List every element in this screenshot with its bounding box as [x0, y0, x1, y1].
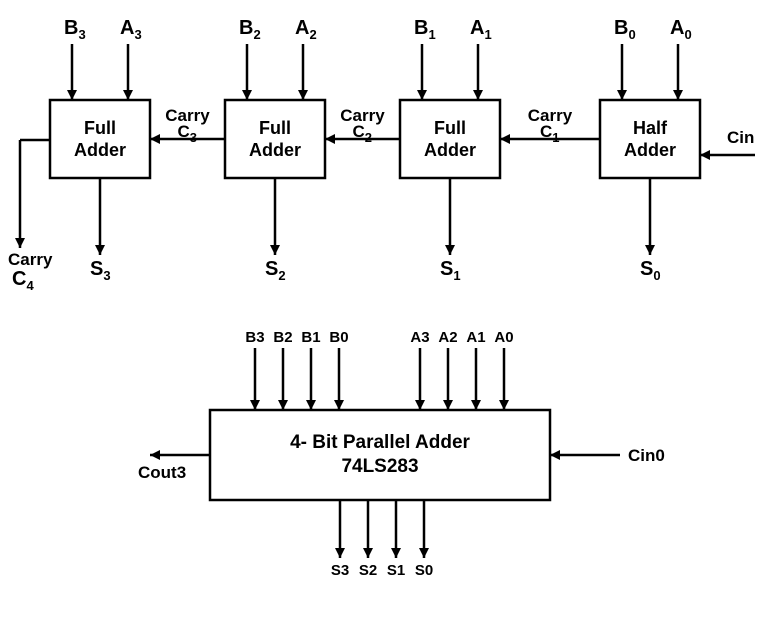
carry-3: CarryC1	[500, 106, 600, 145]
svg-text:Adder: Adder	[424, 140, 476, 160]
svg-text:A2: A2	[438, 329, 457, 346]
ic-cout: Cout3	[138, 450, 210, 482]
svg-text:Cin: Cin	[727, 128, 754, 147]
svg-text:A0: A0	[494, 329, 513, 346]
svg-text:74LS283: 74LS283	[341, 456, 418, 477]
bus-S2: S2	[359, 500, 377, 579]
svg-text:Full: Full	[434, 118, 466, 138]
svg-text:A3: A3	[410, 329, 429, 346]
carry-2: CarryC2	[325, 106, 400, 145]
svg-text:B1: B1	[414, 17, 436, 42]
svg-text:S2: S2	[265, 258, 286, 283]
svg-text:A1: A1	[470, 17, 492, 42]
bus-B3: B3	[245, 329, 264, 410]
svg-text:Adder: Adder	[624, 140, 676, 160]
svg-text:A3: A3	[120, 17, 142, 42]
svg-text:B3: B3	[64, 17, 86, 42]
svg-text:Cout3: Cout3	[138, 463, 186, 482]
svg-text:Full: Full	[84, 118, 116, 138]
svg-text:S0: S0	[640, 258, 661, 283]
svg-text:Adder: Adder	[74, 140, 126, 160]
svg-text:B2: B2	[273, 329, 292, 346]
svg-text:B0: B0	[329, 329, 348, 346]
svg-text:A0: A0	[670, 17, 692, 42]
bus-S1: S1	[387, 500, 405, 579]
svg-text:B3: B3	[245, 329, 264, 346]
diagram: FullAdderB3A3S3FullAdderB2A2S2FullAdderB…	[8, 17, 755, 579]
svg-text:C2: C2	[353, 122, 373, 145]
svg-text:B2: B2	[239, 17, 261, 42]
svg-text:S3: S3	[90, 258, 111, 283]
adder-cell-2: FullAdder B1 A1 S1	[400, 17, 500, 283]
svg-text:S1: S1	[440, 258, 461, 283]
svg-text:Full: Full	[259, 118, 291, 138]
svg-text:S2: S2	[359, 562, 377, 579]
svg-text:S1: S1	[387, 562, 405, 579]
cin: Cin	[700, 128, 755, 160]
adder-cell-1: FullAdder B2 A2 S2	[225, 17, 325, 283]
carry-1: CarryC3	[150, 106, 225, 145]
bus-B2: B2	[273, 329, 292, 410]
svg-text:S3: S3	[331, 562, 349, 579]
svg-text:B0: B0	[614, 17, 636, 42]
bus-S0: S0	[415, 500, 433, 579]
bus-B1: B1	[301, 329, 320, 410]
bus-S3: S3	[331, 500, 349, 579]
svg-text:Half: Half	[633, 118, 668, 138]
svg-text:Cin0: Cin0	[628, 446, 665, 465]
bus-A0: A0	[494, 329, 513, 410]
cout-top: CarryC4	[8, 140, 53, 293]
svg-text:C4: C4	[12, 268, 34, 293]
bus-A3: A3	[410, 329, 429, 410]
bus-A2: A2	[438, 329, 457, 410]
bus-A1: A1	[466, 329, 485, 410]
svg-text:Adder: Adder	[249, 140, 301, 160]
svg-text:Carry: Carry	[8, 250, 53, 269]
svg-text:4- Bit Parallel Adder: 4- Bit Parallel Adder	[290, 432, 470, 453]
ic-block: 4- Bit Parallel Adder 74LS283 B3 B2 B1 B0 A3 A2…	[138, 329, 665, 579]
svg-text:C1: C1	[540, 122, 560, 145]
svg-text:B1: B1	[301, 329, 320, 346]
bus-B0: B0	[329, 329, 348, 410]
ic-cin: Cin0	[550, 446, 665, 465]
svg-text:A1: A1	[466, 329, 485, 346]
svg-text:S0: S0	[415, 562, 433, 579]
svg-text:C3: C3	[178, 122, 198, 145]
adder-cell-3: HalfAdder B0 A0 S0	[600, 17, 700, 283]
svg-text:A2: A2	[295, 17, 317, 42]
adder-cell-0: FullAdder B3 A3 S3	[50, 17, 150, 283]
